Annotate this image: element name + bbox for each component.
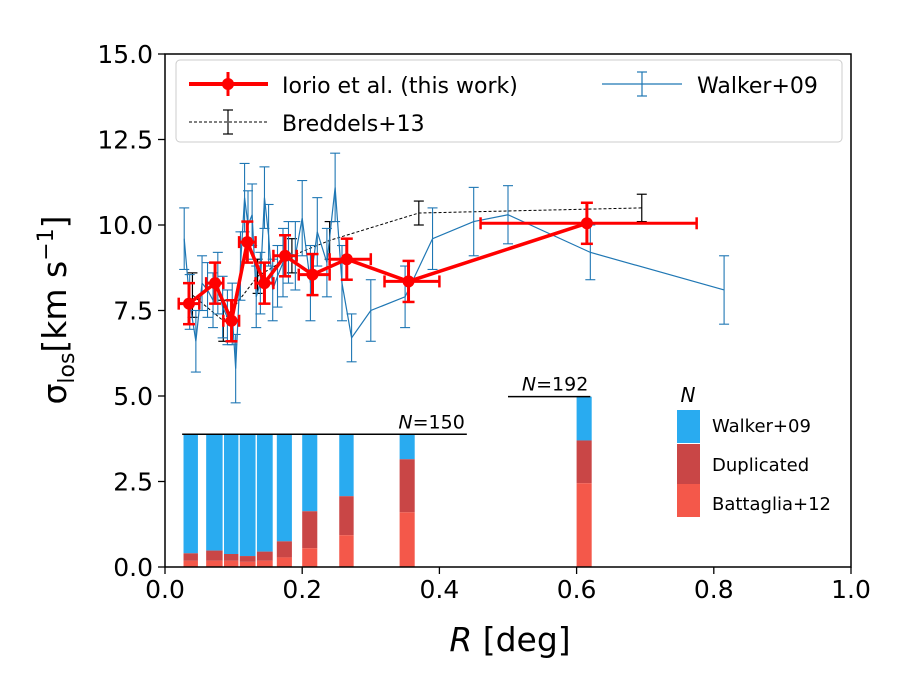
iorio-point-7 [340, 253, 353, 266]
histogram-legend-walker-label: Walker+09 [712, 416, 811, 437]
x-axis-label: R [deg] [449, 620, 570, 659]
hist-walker-bar-5 [276, 434, 292, 542]
iorio-point-4 [258, 277, 271, 290]
x-tick-label-1: 0.2 [282, 575, 322, 604]
histogram-legend-duplicated-swatch [677, 444, 700, 484]
hist-total-label-prefix-0: N [398, 411, 412, 433]
hist-walker-bar-4 [256, 434, 273, 552]
y-axis-label-subscript: los [55, 353, 80, 384]
hist-total-label-prefix-1: N [522, 374, 536, 396]
y-axis-label-sigma: σ [35, 384, 74, 405]
y-axis-label-close: ] [35, 215, 74, 228]
hist-total-label-value-1: =192 [536, 374, 588, 396]
hist-total-label-value-0: =150 [413, 411, 465, 433]
hist-battaglia-bar-1 [206, 560, 223, 567]
y-tick-label-0: 0.0 [113, 553, 153, 582]
legend-breddels-label: Breddels+13 [282, 112, 425, 137]
y-tick-label-6: 15.0 [97, 40, 153, 69]
hist-duplicated-bar-0 [183, 553, 198, 561]
hist-battaglia-bar-7 [339, 535, 354, 567]
histogram-legend-battaglia-swatch [677, 484, 700, 517]
hist-walker-bar-2 [223, 434, 239, 555]
y-tick-label-4: 10.0 [97, 211, 153, 240]
x-tick-label-4: 0.8 [694, 575, 734, 604]
hist-walker-bar-7 [339, 434, 354, 497]
hist-duplicated-bar-4 [256, 551, 273, 561]
hist-walker-bar-0 [183, 434, 198, 554]
legend-walker-label: Walker+09 [697, 74, 818, 99]
hist-walker-bar-8 [399, 434, 415, 460]
legend-iorio-dot [222, 78, 234, 90]
hist-battaglia-bar-5 [276, 557, 292, 567]
hist-walker-bar-1 [206, 434, 223, 551]
hist-duplicated-bar-3 [239, 556, 256, 562]
hist-duplicated-bar-1 [206, 550, 223, 561]
series-legend: Iorio et al. (this work) Walker+09 Bredd… [175, 59, 843, 143]
hist-battaglia-bar-0 [183, 560, 198, 567]
hist-duplicated-bar-2 [223, 554, 239, 561]
hist-battaglia-bar-4 [256, 560, 273, 567]
histogram-legend-duplicated-label: Duplicated [712, 455, 809, 476]
axes-layer: 0.0 0.2 0.4 0.6 0.8 1.0 0.0 2.5 5.0 7.5 10.0 12.5 15… [97, 40, 871, 604]
iorio-point-1 [209, 277, 222, 290]
hist-duplicated-bar-8 [399, 459, 415, 513]
legend-iorio-marker [189, 72, 268, 96]
legend-iorio-label: Iorio et al. (this work) [282, 74, 518, 99]
y-tick-label-2: 5.0 [113, 382, 153, 411]
histogram-legend-battaglia-label: Battaglia+12 [712, 494, 831, 515]
iorio-point-2 [225, 314, 238, 327]
y-axis-label: σlos[km s−1] [34, 215, 80, 404]
hist-walker-bar-6 [302, 434, 318, 512]
hist-battaglia-bar-6 [302, 548, 318, 567]
hist-walker-bar-3 [239, 434, 256, 557]
iorio-point-5 [279, 249, 292, 262]
y-axis-label-units: [km s [35, 261, 74, 353]
x-tick-label-3: 0.6 [557, 575, 597, 604]
hist-total-label-0: N=150 [398, 411, 464, 433]
y-tick-label-5: 12.5 [97, 126, 153, 155]
iorio-point-8 [402, 275, 415, 288]
y-tick-label-1: 2.5 [113, 468, 153, 497]
iorio-line [187, 221, 588, 323]
histogram-legend-walker-swatch [677, 410, 700, 443]
iorio-point-3 [241, 236, 254, 249]
hist-total-label-1: N=192 [522, 374, 588, 396]
x-tick-label-2: 0.4 [420, 575, 460, 604]
hist-battaglia-bar-9 [576, 483, 592, 567]
hist-walker-bar-9 [576, 396, 592, 441]
x-axis-label-italic: R [449, 620, 472, 659]
histogram-legend: N Walker+09 Duplicated Battaglia+12 [677, 383, 831, 517]
hist-duplicated-bar-6 [302, 511, 318, 549]
series-layer [177, 152, 730, 404]
legend-frame [175, 59, 843, 143]
hist-battaglia-bar-2 [223, 560, 239, 567]
iorio-point-6 [306, 268, 319, 281]
hist-battaglia-bar-8 [399, 512, 415, 567]
x-axis-label-rest: [deg] [472, 620, 570, 659]
y-tick-label-3: 7.5 [113, 297, 153, 326]
hist-duplicated-bar-7 [339, 496, 354, 536]
x-tick-label-5: 1.0 [831, 575, 871, 604]
hist-duplicated-bar-5 [276, 541, 292, 558]
histogram-legend-title: N [681, 383, 696, 407]
x-tick-label-0: 0.0 [145, 575, 185, 604]
legend-walker-marker [602, 71, 682, 97]
y-axis-label-exponent: −1 [34, 228, 59, 260]
legend-breddels-marker [189, 109, 268, 135]
hist-duplicated-bar-9 [576, 440, 592, 484]
iorio-point-0 [183, 297, 196, 310]
iorio-point-9 [580, 217, 593, 230]
hist-battaglia-bar-3 [239, 561, 256, 567]
